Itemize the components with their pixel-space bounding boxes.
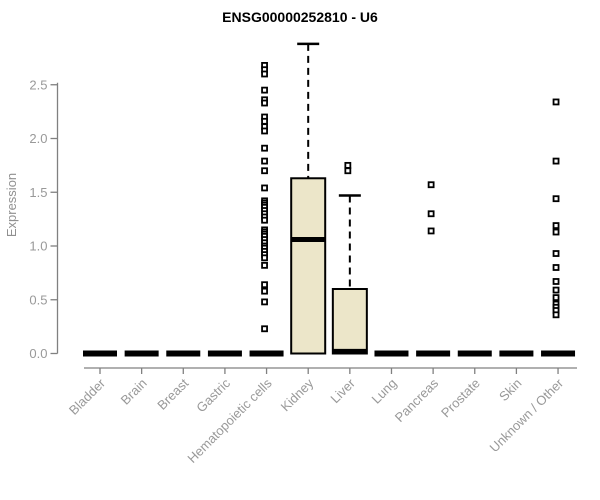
collapsed-box-bladder — [83, 350, 117, 357]
outlier-point-hematopoietic-cells — [261, 70, 268, 78]
collapsed-box-brain — [124, 350, 159, 357]
outlier-point-unknown-other — [552, 222, 560, 229]
outlier-point-unknown-other — [552, 294, 560, 302]
x-axis-category-label: Lung — [369, 376, 400, 407]
collapsed-box-breast — [166, 350, 201, 357]
y-axis-tick-label: 2.5 — [29, 77, 47, 92]
outlier-point-hematopoietic-cells — [261, 184, 268, 192]
y-axis-tick-label: 1.0 — [29, 239, 47, 254]
y-axis-tick-label: 1.5 — [29, 185, 47, 200]
outlier-point-liver — [344, 167, 352, 175]
outlier-point-hematopoietic-cells — [261, 254, 268, 262]
outlier-point-unknown-other — [552, 250, 560, 257]
x-axis-category-label: Skin — [496, 376, 524, 404]
collapsed-box-prostate — [457, 350, 492, 357]
outlier-point-hematopoietic-cells — [261, 157, 268, 165]
outlier-point-pancreas — [427, 210, 435, 218]
outlier-point-pancreas — [427, 227, 435, 235]
box-liver — [331, 288, 368, 355]
x-axis-category-label: Brain — [118, 376, 150, 408]
collapsed-box-hematopoietic-cells — [249, 350, 284, 357]
y-axis-tick-label: 0.0 — [29, 346, 47, 361]
outlier-point-hematopoietic-cells — [261, 281, 268, 289]
collapsed-box-skin — [499, 350, 534, 357]
outlier-point-unknown-other — [552, 228, 560, 236]
y-axis-tick-label: 2.0 — [29, 131, 47, 146]
outlier-point-unknown-other — [552, 157, 560, 165]
collapsed-box-pancreas — [416, 350, 451, 357]
outlier-point-hematopoietic-cells — [261, 117, 268, 125]
outlier-point-liver — [344, 161, 352, 169]
outlier-point-unknown-other — [552, 264, 560, 271]
outlier-point-unknown-other — [552, 195, 560, 203]
outlier-point-unknown-other — [552, 286, 560, 294]
outlier-point-hematopoietic-cells — [261, 127, 268, 135]
x-axis-category-label: Prostate — [438, 376, 483, 421]
outlier-point-hematopoietic-cells — [261, 144, 268, 152]
outlier-point-hematopoietic-cells — [261, 86, 268, 94]
y-axis-tick-label: 0.5 — [29, 292, 47, 307]
x-axis-category-label: Breast — [154, 375, 191, 412]
outlier-point-hematopoietic-cells — [261, 261, 268, 269]
x-axis-category-label: Unknown / Other — [487, 375, 567, 455]
outlier-point-hematopoietic-cells — [261, 167, 268, 175]
outlier-point-hematopoietic-cells — [261, 99, 268, 107]
collapsed-box-unknown-other — [541, 350, 576, 357]
outlier-point-unknown-other — [552, 98, 560, 106]
chart-title: ENSG00000252810 - U6 — [222, 9, 378, 25]
outlier-point-hematopoietic-cells — [261, 287, 268, 295]
outlier-point-pancreas — [427, 181, 435, 189]
x-axis-category-label: Gastric — [193, 375, 233, 415]
collapsed-box-gastric — [207, 350, 242, 357]
y-axis-title: Expression — [4, 173, 19, 237]
outlier-point-unknown-other — [552, 311, 560, 319]
box-kidney — [290, 177, 327, 355]
x-axis-category-label: Bladder — [66, 375, 109, 418]
outlier-point-hematopoietic-cells — [261, 216, 268, 224]
collapsed-box-lung — [374, 350, 409, 357]
x-axis-category-label: Kidney — [278, 375, 317, 414]
x-axis-category-label: Liver — [327, 375, 358, 406]
outlier-point-unknown-other — [552, 278, 560, 285]
outlier-point-hematopoietic-cells — [261, 298, 268, 306]
outlier-point-hematopoietic-cells — [261, 325, 268, 333]
x-axis-category-label: Pancreas — [392, 375, 442, 425]
